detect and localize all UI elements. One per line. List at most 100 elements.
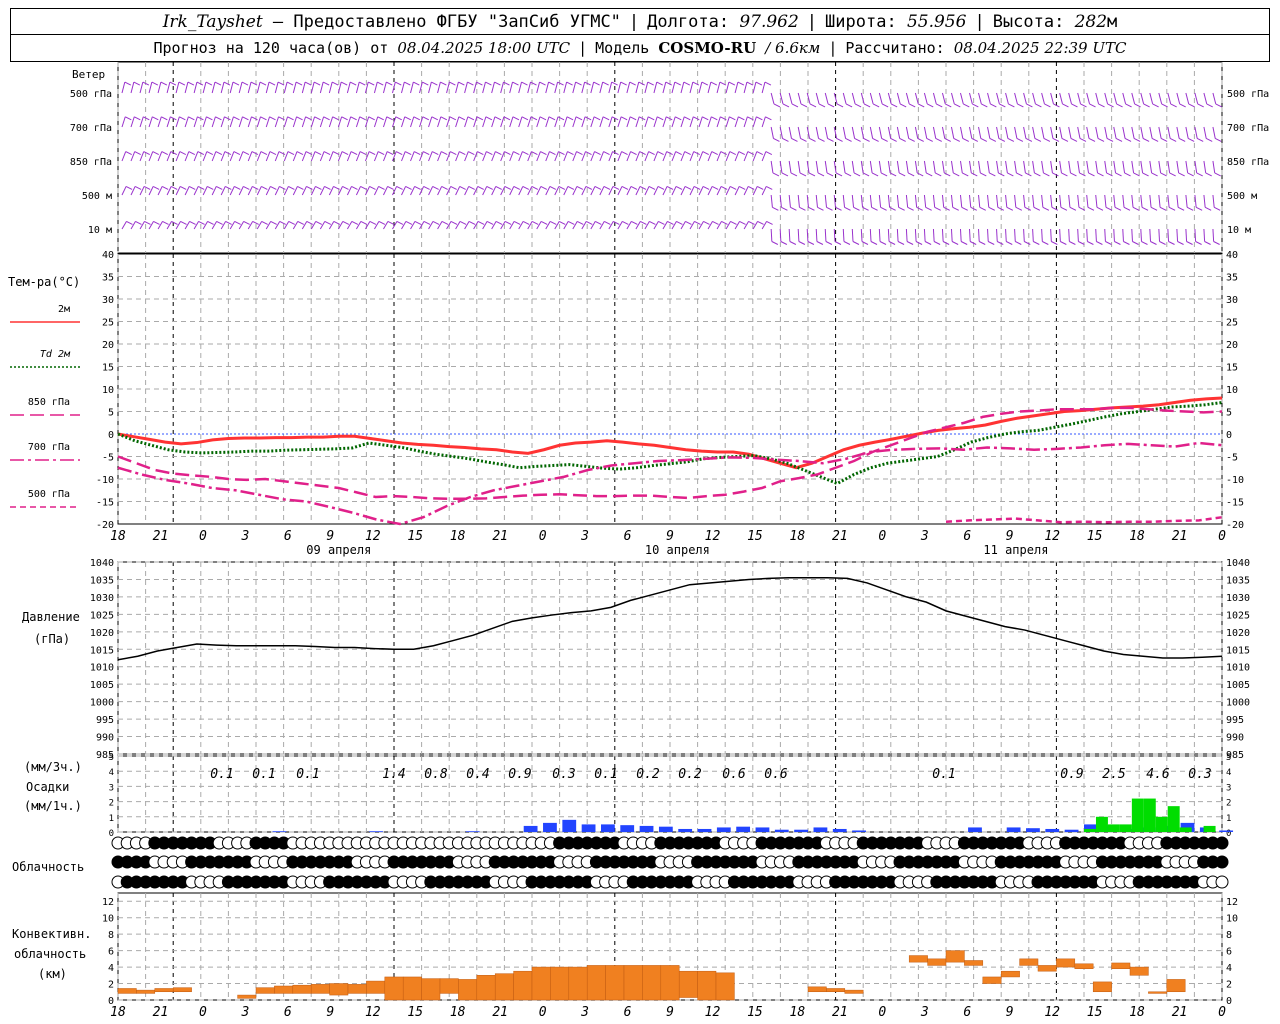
wind-barb-shaft <box>725 221 731 230</box>
wind-barb-shaft <box>734 151 740 162</box>
wind-barb-icon <box>914 92 925 108</box>
wind-barb-icon <box>969 126 979 142</box>
cloud-cover-icon <box>129 875 143 889</box>
cloud-cover-icon <box>139 855 153 869</box>
cloud-fill <box>1142 876 1155 888</box>
wind-barb-icon <box>743 220 755 230</box>
precip-bar <box>1179 827 1192 832</box>
wind-barb-flag <box>423 185 430 190</box>
wind-barb-icon <box>1203 194 1212 211</box>
wind-barb-shaft <box>455 81 459 94</box>
cloud-fill <box>838 856 851 868</box>
wind-barb-icon <box>1014 126 1024 142</box>
wind-barb-flag <box>576 151 583 156</box>
wind-barb-icon <box>950 228 959 245</box>
wind-barb-shaft <box>1032 92 1036 105</box>
wind-barb-shaft <box>572 116 577 128</box>
wind-barb-icon <box>121 220 133 230</box>
wind-barb-icon <box>364 185 376 196</box>
wind-barb-shaft <box>364 186 370 196</box>
x-tick-label: 12 <box>365 1005 381 1020</box>
wind-barb-flag <box>261 185 268 190</box>
precip-bar <box>736 826 751 832</box>
precip-bar <box>813 827 828 832</box>
wind-barb-icon <box>680 220 692 230</box>
cloud-fill <box>397 856 410 868</box>
wind-barb-flag <box>862 206 869 211</box>
wind-barb-icon <box>644 81 654 94</box>
cloud-cover-icon <box>654 875 668 889</box>
wind-barb-shaft <box>1104 228 1106 242</box>
wind-barb-shaft <box>337 116 343 128</box>
wind-barb-shaft <box>1122 160 1126 174</box>
y-tick-label: 4 <box>1226 768 1231 778</box>
wind-barb-icon <box>987 126 997 142</box>
wind-barb-shaft <box>950 194 954 208</box>
wind-barb-icon <box>869 126 879 142</box>
wind-barb-flag <box>521 116 529 121</box>
wind-barb-flag <box>1035 103 1042 108</box>
cloud-cover-icon <box>1215 836 1229 850</box>
wind-barb-flag <box>1214 172 1221 177</box>
wind-barb-icon <box>662 81 672 94</box>
wind-barb-icon <box>1176 126 1186 142</box>
wind-barb-flag <box>539 81 546 86</box>
cloud-fill <box>1068 876 1081 888</box>
wind-barb-flag <box>675 151 682 156</box>
wind-barb-icon <box>608 151 619 162</box>
wind-barb-flag <box>970 206 977 211</box>
wind-barb-icon <box>1095 194 1104 211</box>
wind-barb-shaft <box>157 116 162 128</box>
wind-barb-flag <box>477 151 484 156</box>
wind-barb-flag <box>980 138 988 142</box>
wind-barb-flag <box>396 185 403 190</box>
wind-barb-icon <box>590 185 602 196</box>
wind-barb-flag <box>396 220 404 225</box>
wind-barb-flag <box>1051 241 1058 245</box>
wind-barb-flag <box>216 220 223 225</box>
wind-barb-icon <box>1077 228 1085 245</box>
cloud-fill <box>139 876 152 888</box>
wind-barb-shaft <box>680 116 685 128</box>
cloud-fill <box>434 876 446 888</box>
wind-barb-icon <box>500 81 510 94</box>
wind-barb-flag <box>152 185 160 190</box>
wind-barb-icon <box>247 151 259 162</box>
wind-barb-icon <box>851 92 862 108</box>
wind-barb-shaft <box>635 151 641 162</box>
precip-bar <box>1107 824 1120 832</box>
wind-barb-flag <box>971 138 979 142</box>
wind-barb-flag <box>242 116 249 121</box>
wind-barb-shaft <box>734 221 740 230</box>
cloud-fill <box>240 876 253 888</box>
wind-barb-icon <box>689 151 700 162</box>
conv-bar <box>439 978 459 994</box>
wind-barb-icon <box>247 116 258 128</box>
cloud-cover-icon <box>1160 836 1174 850</box>
wind-barb-flag <box>1152 103 1159 108</box>
wind-barb-flag <box>790 172 798 177</box>
y-tick-label: 25 <box>102 318 114 329</box>
wind-barb-shaft <box>779 92 784 105</box>
model-label: Модель <box>595 39 650 57</box>
wind-barb-shaft <box>545 116 550 128</box>
wind-barb-flag <box>925 172 933 177</box>
wind-barb-icon <box>1059 160 1068 177</box>
wind-barb-icon <box>1032 160 1041 177</box>
wind-barb-icon <box>220 116 231 128</box>
wind-barb-icon <box>1095 160 1104 177</box>
wind-barb-shaft <box>1167 194 1170 208</box>
wind-barb-shaft <box>761 116 766 128</box>
y-tick-label: 995 <box>1226 715 1244 726</box>
wind-barb-shaft <box>1113 228 1115 242</box>
wind-barb-shaft <box>950 160 954 174</box>
wind-barb-shaft <box>698 221 704 230</box>
wind-barb-flag <box>1187 138 1195 142</box>
cloud-cover-icon <box>801 836 815 850</box>
wind-barb-icon <box>1203 160 1212 177</box>
wind-barb-icon <box>806 92 817 108</box>
title-bar: Irk_Tayshet – Предоставлено ФГБУ "ЗапСиб… <box>10 8 1270 36</box>
wind-barb-shaft <box>473 116 478 128</box>
wind-barb-icon <box>914 194 923 211</box>
wind-barb-shaft <box>644 151 650 162</box>
